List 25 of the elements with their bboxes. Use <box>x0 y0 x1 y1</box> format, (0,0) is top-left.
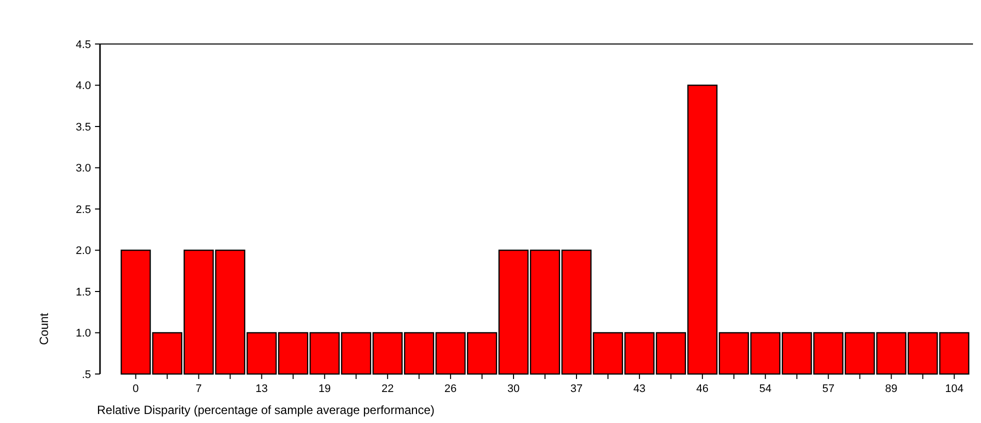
y-tick-label: 2.5 <box>76 204 91 216</box>
x-tick-label: 46 <box>696 383 709 395</box>
y-tick-label: 4.5 <box>76 38 91 51</box>
y-tick-label: 2.0 <box>76 245 91 258</box>
x-tick-label: 30 <box>507 383 520 395</box>
x-tick-label: 37 <box>570 383 583 395</box>
x-tick-label: 7 <box>196 383 202 395</box>
x-tick-label: 43 <box>633 383 646 395</box>
y-tick-label: .5 <box>82 368 91 381</box>
x-tick-label: 13 <box>256 383 268 395</box>
y-tick-label: 3.0 <box>76 162 91 175</box>
x-tick-label: 0 <box>132 383 139 395</box>
y-tick-label: 3.5 <box>76 121 91 134</box>
x-axis-title: Relative Disparity (percentage of sample average performance) <box>97 403 434 417</box>
y-axis-title: Count <box>37 312 51 346</box>
x-tick-label: 54 <box>759 383 772 395</box>
x-tick-label: 104 <box>945 383 964 395</box>
x-tick-label: 57 <box>822 383 834 395</box>
x-tick-label: 22 <box>381 383 394 395</box>
y-tick-label: 4.0 <box>76 80 91 92</box>
y-tick-label: 1.0 <box>76 328 91 340</box>
y-tick-label: 1.5 <box>76 286 91 298</box>
x-tick-label: 26 <box>444 383 457 395</box>
x-tick-label: 19 <box>318 383 331 395</box>
x-tick-label: 89 <box>885 383 898 395</box>
